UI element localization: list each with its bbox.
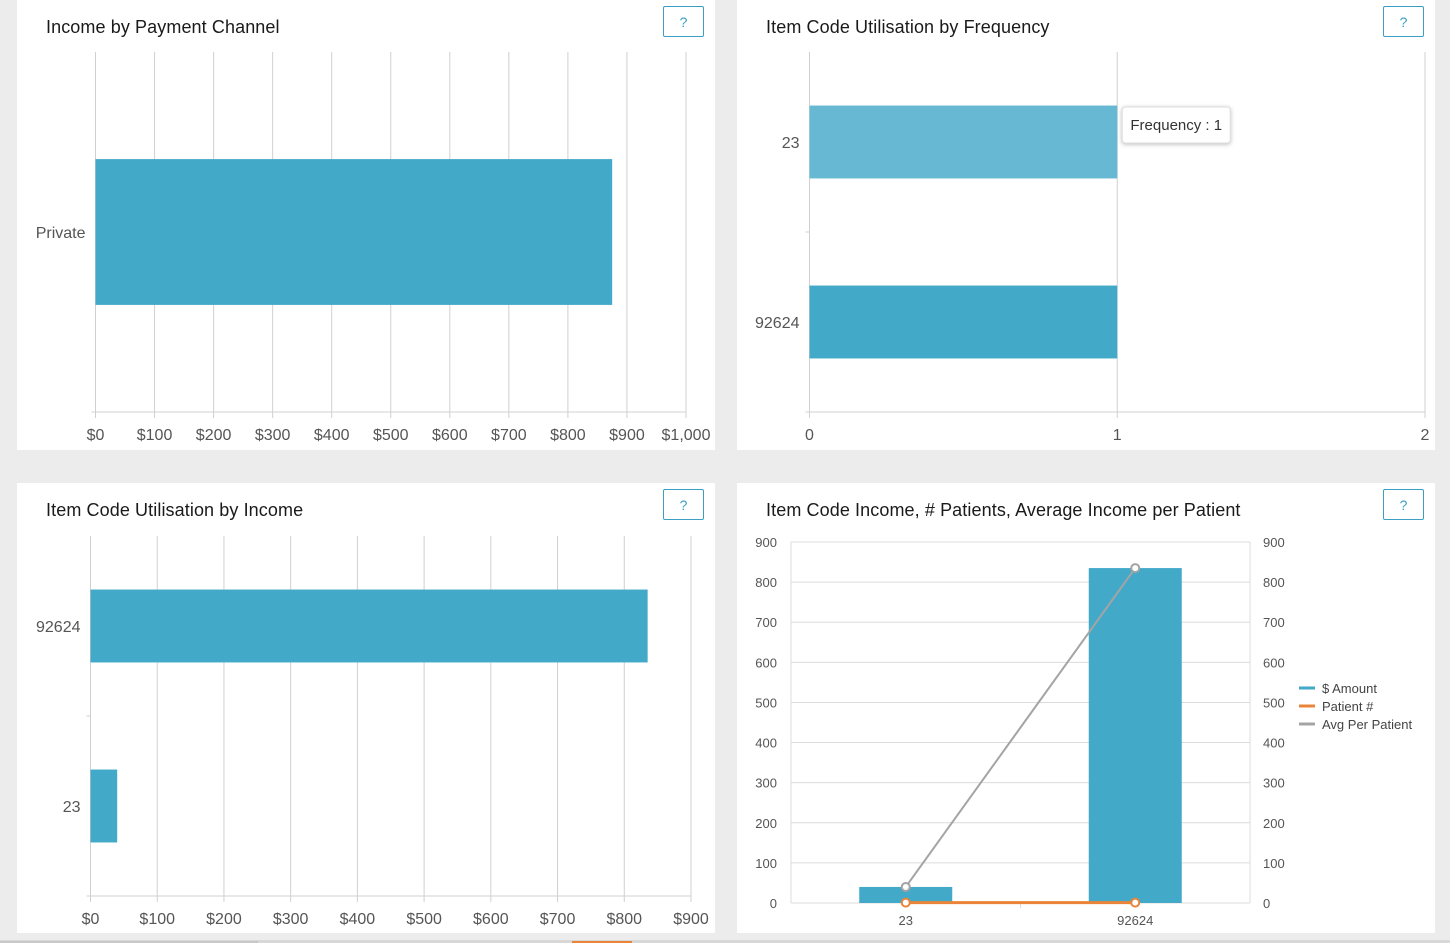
y-tick-label-right: 500 [1263,695,1285,710]
help-button[interactable]: ? [663,6,704,37]
y-category-label: 92624 [755,315,800,332]
series-line-avg-per-patient [904,567,1137,888]
y-tick-label-left: 900 [755,535,777,550]
x-tick-label: $600 [473,911,509,928]
help-button[interactable]: ? [1383,489,1424,520]
x-tick-label: $800 [606,911,642,928]
chart-title: Income by Payment Channel [46,17,280,37]
x-tick-label: 2 [1421,427,1430,444]
y-tick-label-left: 500 [755,695,777,710]
x-tick-label: $100 [139,911,175,928]
bar-23 [859,886,953,903]
x-tick-label: $0 [87,427,105,444]
legend-label: Avg Per Patient [1322,717,1412,732]
y-tick-label-right: 100 [1263,856,1285,871]
x-tick-label: $1,000 [662,427,711,444]
y-tick-label-right: 900 [1263,535,1285,550]
x-tick-label: $300 [273,911,309,928]
y-tick-label-right: 200 [1263,816,1285,831]
y-tick-label-left: 300 [755,776,777,791]
y-tick-label-right: 0 [1263,896,1270,911]
x-tick-label: $500 [373,427,409,444]
bar-23 [809,105,1118,179]
legend-swatch [1299,704,1315,708]
y-tick-label-left: 800 [755,575,777,590]
chart-item-code-income-patients-average: 0 0 100 100 200 200 300 300 400 400 500 500 600 600 70… [755,535,1412,928]
chart-item-code-utilisation-by-frequency: 0 1 2 23 92624 Frequency : 1 [755,52,1430,444]
y-category-label: Private [36,225,86,242]
x-tick-label: $600 [432,427,468,444]
x-tick-label: $700 [491,427,527,444]
chart-title: Item Code Utilisation by Income [46,500,304,520]
bottom-scrollbar-track [0,940,1450,943]
tooltip-box [1121,106,1231,144]
series-point [900,897,911,908]
panel-item-code-income-patients-average: Item Code Income, # Patients, Average In… [737,483,1435,933]
y-tick-label-left: 700 [755,615,777,630]
legend-swatch [1299,686,1315,690]
panel-item-code-utilisation-by-frequency: Item Code Utilisation by Frequency ? 0 1 2… [737,0,1435,450]
x-tick-label: $700 [540,911,576,928]
x-tick-label: $800 [550,427,586,444]
x-tick-label: $900 [673,911,709,928]
help-button[interactable]: ? [1383,6,1424,37]
panel-income-by-payment-channel: Income by Payment Channel ? $0 $100 $200 $3… [17,0,715,450]
legend-swatch [1299,722,1315,726]
y-tick-label-left: 600 [755,655,777,670]
chart-title: Item Code Income, # Patients, Average In… [766,500,1241,520]
y-tick-label-right: 700 [1263,615,1285,630]
scrollbar-thumb[interactable] [572,941,632,943]
y-category-label: 92624 [36,619,81,636]
x-tick-label: $500 [406,911,442,928]
x-tick-label: $400 [314,427,350,444]
x-tick-label: $200 [196,427,232,444]
x-tick-label: $0 [82,911,100,928]
series-point [1130,897,1141,908]
y-tick-label-right: 600 [1263,655,1285,670]
series-point [900,881,911,892]
chart-item-code-utilisation-by-income: $0 $100 $200 $300 $400 $500 $600 $700 $800 $900 92… [36,536,709,928]
x-tick-label: $100 [137,427,173,444]
x-tick-label: $300 [255,427,291,444]
bar-92624 [809,285,1118,359]
y-tick-label-left: 0 [770,896,777,911]
y-tick-label-right: 400 [1263,736,1285,751]
x-category-label: 23 [899,913,913,928]
y-tick-label-left: 400 [755,736,777,751]
y-tick-label-left: 200 [755,816,777,831]
x-tick-label: $900 [609,427,645,444]
scrollbar-segment [0,941,258,943]
y-category-label: 23 [63,799,81,816]
tooltip: Frequency : 1 [1121,106,1231,144]
chart-title: Item Code Utilisation by Frequency [766,17,1050,37]
x-tick-label: 0 [805,427,814,444]
legend-label: $ Amount [1322,681,1377,696]
help-button[interactable]: ? [663,489,704,520]
chart-income-by-payment-channel: $0 $100 $200 $300 $400 $500 $600 $700 $800 $900 $1… [36,52,711,444]
panel-item-code-utilisation-by-income: Item Code Utilisation by Income ? $0 $100… [17,483,715,933]
y-tick-label-left: 100 [755,856,777,871]
bar-23 [90,769,118,843]
bar-92624 [1088,568,1182,903]
bar-92624 [90,589,648,663]
y-tick-label-right: 300 [1263,776,1285,791]
x-tick-label: 1 [1113,427,1122,444]
y-tick-label-right: 800 [1263,575,1285,590]
x-category-label: 92624 [1117,913,1153,928]
tooltip-text: Frequency : 1 [1130,117,1222,134]
series-point [1130,563,1141,574]
x-tick-label: $400 [340,911,376,928]
bar-Private [95,159,613,305]
y-category-label: 23 [782,135,800,152]
legend-label: Patient # [1322,699,1374,714]
x-tick-label: $200 [206,911,242,928]
